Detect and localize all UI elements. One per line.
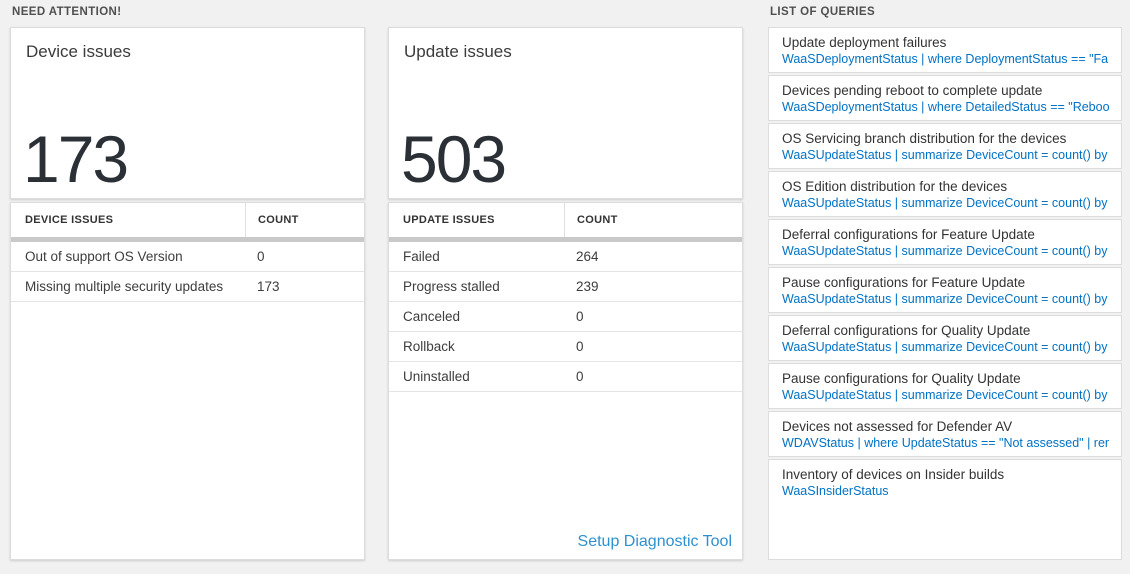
update-issues-column-header: UPDATE ISSUES <box>403 214 495 226</box>
query-item[interactable]: Devices not assessed for Defender AV WDA… <box>768 411 1122 457</box>
query-item-query[interactable]: WaaSUpdateStatus | summarize DeviceCount… <box>782 196 1109 210</box>
query-item-title: Inventory of devices on Insider builds <box>782 467 1005 482</box>
row-count: 0 <box>576 339 584 354</box>
query-item[interactable]: Pause configurations for Feature Update … <box>768 267 1122 313</box>
query-item-title: Devices pending reboot to complete updat… <box>782 83 1043 98</box>
query-item-query[interactable]: WaaSDeploymentStatus | where DetailedSta… <box>782 100 1109 114</box>
table-row[interactable]: Rollback 0 <box>389 332 742 362</box>
table-row[interactable]: Uninstalled 0 <box>389 362 742 392</box>
table-row[interactable]: Missing multiple security updates 173 <box>11 272 364 302</box>
row-label: Out of support OS Version <box>25 249 183 264</box>
query-item-query[interactable]: WaaSUpdateStatus | summarize DeviceCount… <box>782 340 1109 354</box>
table-row[interactable]: Canceled 0 <box>389 302 742 332</box>
query-item-query[interactable]: WaaSDeploymentStatus | where DeploymentS… <box>782 52 1109 66</box>
row-label: Missing multiple security updates <box>25 279 224 294</box>
need-attention-label: NEED ATTENTION! <box>12 6 122 18</box>
section-label-spacer <box>388 0 743 27</box>
device-issues-tile[interactable]: Device issues 173 <box>10 27 365 199</box>
update-issues-count: 503 <box>401 122 507 196</box>
query-item-title: Deferral configurations for Feature Upda… <box>782 227 1035 242</box>
device-issues-count: 173 <box>23 122 129 196</box>
row-label: Uninstalled <box>403 369 470 384</box>
query-item[interactable]: Inventory of devices on Insider builds W… <box>768 459 1122 560</box>
update-issues-table-header: UPDATE ISSUES COUNT <box>389 203 742 237</box>
list-of-queries-column: LIST OF QUERIES Update deployment failur… <box>768 0 1122 560</box>
query-item[interactable]: Update deployment failures WaaSDeploymen… <box>768 27 1122 73</box>
update-issues-title: Update issues <box>404 42 512 61</box>
query-item[interactable]: Pause configurations for Quality Update … <box>768 363 1122 409</box>
query-item-title: Update deployment failures <box>782 35 947 50</box>
query-list: Update deployment failures WaaSDeploymen… <box>768 27 1122 560</box>
table-row[interactable]: Failed 264 <box>389 242 742 272</box>
table-row[interactable]: Out of support OS Version 0 <box>11 242 364 272</box>
update-issues-column: Update issues 503 UPDATE ISSUES COUNT Fa… <box>388 0 743 560</box>
device-issues-table-header: DEVICE ISSUES COUNT <box>11 203 364 237</box>
row-count: 0 <box>257 249 265 264</box>
query-item-title: OS Servicing branch distribution for the… <box>782 131 1067 146</box>
query-item-query[interactable]: WaaSInsiderStatus <box>782 484 889 498</box>
row-count: 0 <box>576 309 584 324</box>
table-scrollbar[interactable] <box>389 237 742 242</box>
count-column-header: COUNT <box>564 203 742 237</box>
query-item-title: OS Edition distribution for the devices <box>782 179 1008 194</box>
query-item-title: Pause configurations for Feature Update <box>782 275 1026 290</box>
device-issues-column-header: DEVICE ISSUES <box>25 214 114 226</box>
count-column-header: COUNT <box>245 203 364 237</box>
list-of-queries-label: LIST OF QUERIES <box>770 6 876 18</box>
query-item[interactable]: OS Servicing branch distribution for the… <box>768 123 1122 169</box>
update-issues-table: UPDATE ISSUES COUNT Failed 264 Progress … <box>388 202 743 560</box>
query-item-query[interactable]: WaaSUpdateStatus | summarize DeviceCount… <box>782 388 1109 402</box>
row-count: 264 <box>576 249 599 264</box>
table-row[interactable]: Progress stalled 239 <box>389 272 742 302</box>
query-item-title: Deferral configurations for Quality Upda… <box>782 323 1031 338</box>
query-item[interactable]: Deferral configurations for Feature Upda… <box>768 219 1122 265</box>
device-issues-title: Device issues <box>26 42 131 61</box>
query-item-title: Pause configurations for Quality Update <box>782 371 1021 386</box>
query-item[interactable]: Devices pending reboot to complete updat… <box>768 75 1122 121</box>
query-item[interactable]: OS Edition distribution for the devices … <box>768 171 1122 217</box>
query-item-query[interactable]: WaaSUpdateStatus | summarize DeviceCount… <box>782 244 1109 258</box>
query-item-query[interactable]: WaaSUpdateStatus | summarize DeviceCount… <box>782 148 1109 162</box>
setup-diagnostic-tool-link[interactable]: Setup Diagnostic Tool <box>577 533 732 550</box>
query-item-query[interactable]: WaaSUpdateStatus | summarize DeviceCount… <box>782 292 1109 306</box>
row-label: Canceled <box>403 309 461 324</box>
table-scrollbar[interactable] <box>11 237 364 242</box>
query-item-query[interactable]: WDAVStatus | where UpdateStatus == "Not … <box>782 436 1109 450</box>
row-count: 0 <box>576 369 584 384</box>
row-label: Rollback <box>403 339 455 354</box>
query-item-title: Devices not assessed for Defender AV <box>782 419 1013 434</box>
row-count: 239 <box>576 279 599 294</box>
update-issues-rows: Failed 264 Progress stalled 239 Canceled… <box>389 242 742 392</box>
device-issues-rows: Out of support OS Version 0 Missing mult… <box>11 242 364 302</box>
device-issues-column: NEED ATTENTION! Device issues 173 DEVICE… <box>10 0 365 560</box>
update-issues-tile[interactable]: Update issues 503 <box>388 27 743 199</box>
row-label: Progress stalled <box>403 279 500 294</box>
row-label: Failed <box>403 249 440 264</box>
row-count: 173 <box>257 279 280 294</box>
query-item[interactable]: Deferral configurations for Quality Upda… <box>768 315 1122 361</box>
device-issues-table: DEVICE ISSUES COUNT Out of support OS Ve… <box>10 202 365 560</box>
